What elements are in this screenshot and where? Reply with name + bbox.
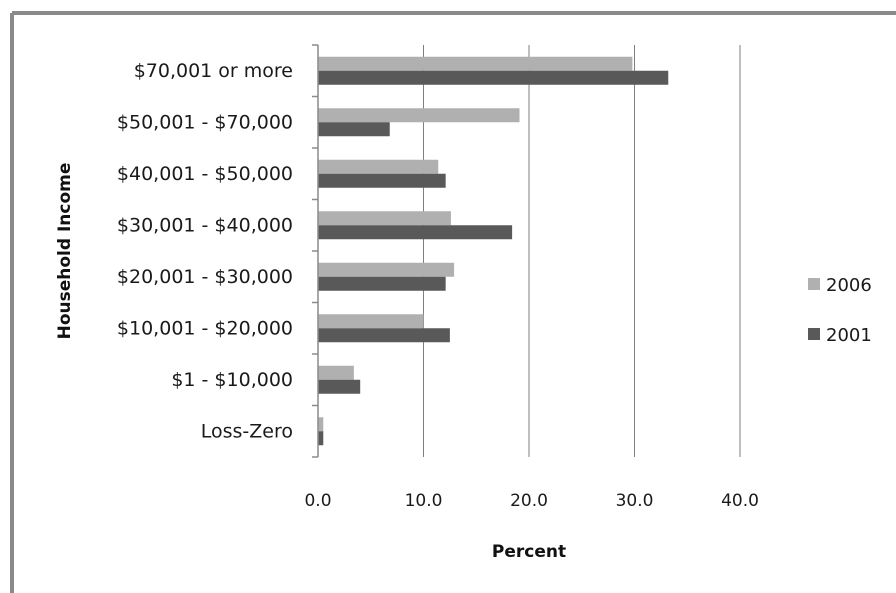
bar-2006 xyxy=(318,108,520,123)
bar-2001 xyxy=(318,431,324,446)
legend-swatch-2006 xyxy=(808,278,820,290)
bar-2001 xyxy=(318,70,669,85)
legend: 2006 2001 xyxy=(808,275,872,346)
bar-2006 xyxy=(318,211,451,226)
category-label: $40,001 - $50,000 xyxy=(117,163,293,185)
bar-2006 xyxy=(318,365,354,380)
x-tick-label: 40.0 xyxy=(721,491,759,511)
bar-2001 xyxy=(318,379,361,394)
bar-2001 xyxy=(318,276,446,291)
category-label: $20,001 - $30,000 xyxy=(117,266,293,288)
x-tick-label: 10.0 xyxy=(405,491,443,511)
category-label: $70,001 or more xyxy=(134,60,293,82)
x-tick-labels: 0.0 10.0 20.0 30.0 40.0 xyxy=(304,491,758,511)
y-axis-title: Household Income xyxy=(55,163,75,340)
category-label: Loss-Zero xyxy=(201,420,293,442)
x-axis-title: Percent xyxy=(492,542,566,562)
category-label: $50,001 - $70,000 xyxy=(117,111,293,133)
x-tick-label: 30.0 xyxy=(616,491,654,511)
gridlines xyxy=(423,45,741,457)
bar-2001 xyxy=(318,328,450,343)
legend-label: 2006 xyxy=(826,275,872,296)
legend-swatch-2001 xyxy=(808,328,820,340)
bar-2001 xyxy=(318,225,513,240)
value-axis xyxy=(312,44,319,458)
bar-2006 xyxy=(318,159,439,174)
bar-2006 xyxy=(318,314,424,329)
category-label: $10,001 - $20,000 xyxy=(117,317,293,339)
bars xyxy=(318,56,669,446)
bar-2006 xyxy=(318,56,633,71)
x-tick-label: 20.0 xyxy=(510,491,548,511)
bar-2006 xyxy=(318,262,455,277)
bar-2001 xyxy=(318,122,390,137)
category-labels: Loss-Zero $1 - $10,000 $10,001 - $20,000 $2… xyxy=(117,60,293,443)
category-label: $30,001 - $40,000 xyxy=(117,214,293,236)
legend-label: 2001 xyxy=(826,325,872,346)
bar-2006 xyxy=(318,417,324,432)
bar-2001 xyxy=(318,173,446,188)
x-tick-label: 0.0 xyxy=(304,491,331,511)
category-label: $1 - $10,000 xyxy=(171,369,293,391)
